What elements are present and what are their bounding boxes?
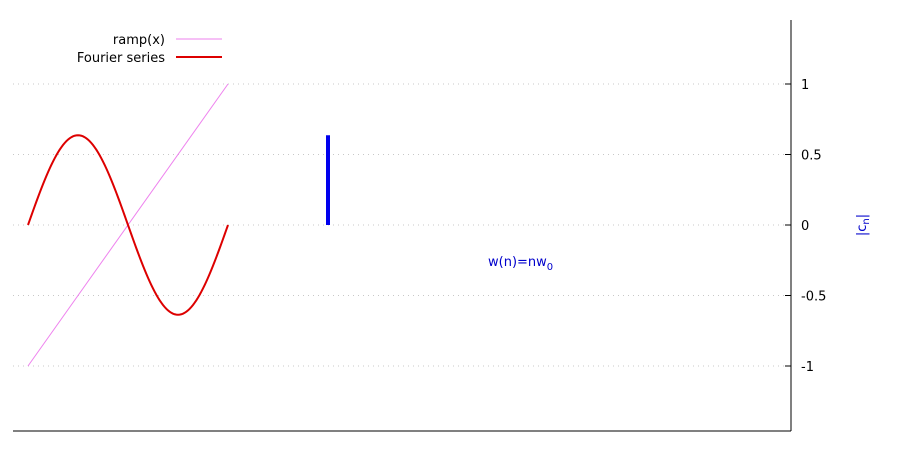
- y-tick-label: -1: [801, 360, 814, 375]
- plot-area: [27, 83, 330, 367]
- y-tick-label: 0.5: [801, 149, 822, 164]
- annotation-w-n: w(n)=nw0: [488, 255, 553, 273]
- y-axis-label: |cn|: [855, 214, 872, 236]
- legend-label-ramp: ramp(x): [113, 33, 165, 48]
- y-tick-label: 0: [801, 219, 809, 234]
- y-tick-labels: 1 0.5 0 -0.5 -1: [801, 78, 826, 375]
- y-tick-label: -0.5: [801, 290, 826, 305]
- grid-lines: [13, 83, 791, 367]
- series-fourier-line: [27, 134, 229, 316]
- axes: [13, 20, 792, 432]
- y-tick-label: 1: [801, 78, 809, 93]
- legend: ramp(x) Fourier series: [77, 33, 222, 66]
- legend-label-fourier: Fourier series: [77, 51, 165, 66]
